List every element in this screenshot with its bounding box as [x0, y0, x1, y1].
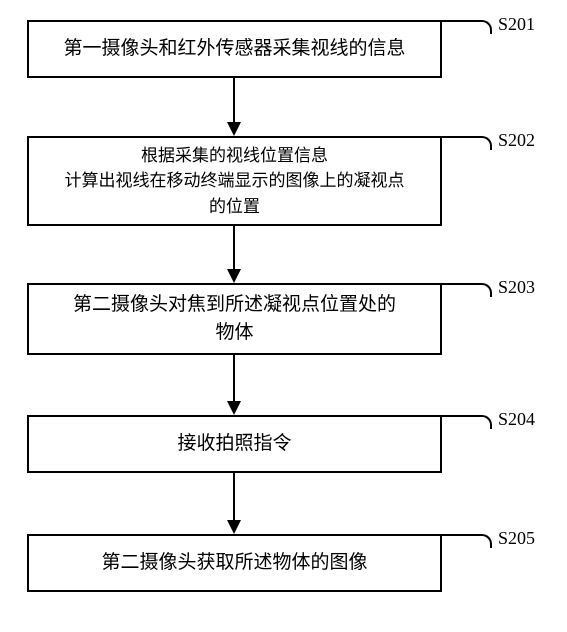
step-box-s204: 接收拍照指令: [27, 415, 442, 473]
label-connector-s204: [442, 415, 492, 429]
step-box-s205: 第二摄像头获取所述物体的图像: [27, 534, 442, 592]
arrow-line-2: [233, 226, 235, 270]
step-label-s202: S202: [498, 130, 535, 151]
step-text-s202: 根据采集的视线位置信息计算出视线在移动终端显示的图像上的凝视点的位置: [65, 143, 405, 220]
step-box-s201: 第一摄像头和红外传感器采集视线的信息: [27, 20, 442, 78]
arrow-line-3: [233, 355, 235, 402]
step-text-s203: 第二摄像头对焦到所述凝视点位置处的物体: [73, 291, 396, 348]
step-label-s201: S201: [498, 14, 535, 35]
flowchart-container: 第一摄像头和红外传感器采集视线的信息 S201 根据采集的视线位置信息计算出视线…: [0, 0, 567, 632]
arrow-line-1: [233, 78, 235, 123]
label-connector-s203: [442, 283, 492, 297]
step-label-s205: S205: [498, 528, 535, 549]
step-label-s203: S203: [498, 277, 535, 298]
step-text-s201: 第一摄像头和红外传感器采集视线的信息: [63, 35, 405, 64]
arrow-head-1: [227, 122, 241, 136]
arrow-head-3: [227, 401, 241, 415]
step-label-s204: S204: [498, 409, 535, 430]
arrow-line-4: [233, 473, 235, 521]
label-connector-s201: [442, 20, 492, 34]
step-box-s202: 根据采集的视线位置信息计算出视线在移动终端显示的图像上的凝视点的位置: [27, 136, 442, 226]
label-connector-s202: [442, 136, 492, 150]
step-text-s205: 第二摄像头获取所述物体的图像: [101, 549, 367, 578]
step-box-s203: 第二摄像头对焦到所述凝视点位置处的物体: [27, 283, 442, 355]
label-connector-s205: [442, 534, 492, 548]
arrow-head-4: [227, 520, 241, 534]
step-text-s204: 接收拍照指令: [177, 430, 291, 459]
arrow-head-2: [227, 269, 241, 283]
